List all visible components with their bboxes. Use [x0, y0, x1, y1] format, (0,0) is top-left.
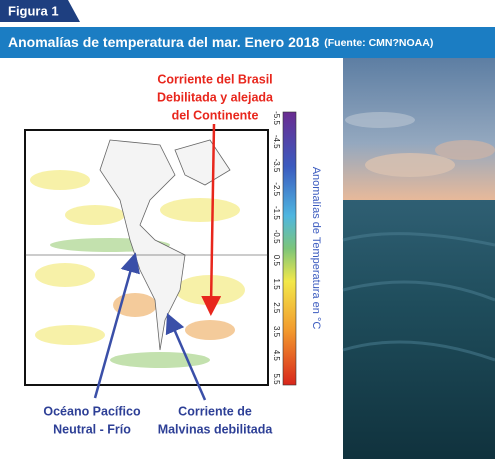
annotation: Corriente de — [178, 404, 252, 418]
anomaly-blobs — [30, 170, 245, 368]
arrow — [93, 252, 140, 399]
waves — [342, 232, 495, 362]
annotation: del Continente — [172, 108, 259, 122]
annotation: Océano Pacífico — [43, 404, 141, 418]
label-tab — [0, 0, 80, 22]
figure-label: Figura 1 — [8, 3, 59, 18]
colorbar-tick-label: -5.5 — [272, 111, 281, 125]
cloud — [345, 112, 415, 128]
photo-sky — [343, 58, 495, 200]
colorbar-label: Anomalías de Temperatura en °C — [310, 167, 322, 330]
continents — [99, 139, 231, 351]
colorbar-tick-label: -4.5 — [272, 135, 281, 149]
colorbar-tick-label: -0.5 — [272, 230, 281, 244]
annotation: Neutral - Frío — [53, 422, 131, 436]
colorbar-tick-label: 2.5 — [272, 302, 281, 314]
arrow — [201, 123, 222, 316]
colorbar-tick-label: -2.5 — [272, 182, 281, 196]
title-bar — [0, 27, 495, 58]
annotation: Corriente del Brasil — [157, 72, 272, 86]
colorbar-tick-label: 0.5 — [272, 255, 281, 267]
colorbar-tick-label: 1.5 — [272, 279, 281, 291]
arrow — [165, 312, 207, 401]
colorbar-tick-label: -1.5 — [272, 206, 281, 220]
colorbar-tick-label: -3.5 — [272, 159, 281, 173]
colorbar-tick-label: 3.5 — [272, 326, 281, 338]
annotation: Malvinas debilitada — [158, 422, 274, 436]
photo-sea — [343, 200, 495, 459]
cloud — [365, 153, 455, 177]
colorbar-tick-label: 4.5 — [272, 350, 281, 362]
title: Anomalías de temperatura del mar. Enero … — [8, 34, 433, 50]
annotation: Debilitada y alejada — [157, 90, 274, 104]
colorbar-tick-label: 5.5 — [272, 373, 281, 385]
cloud — [435, 140, 495, 160]
colorbar — [282, 111, 297, 386]
